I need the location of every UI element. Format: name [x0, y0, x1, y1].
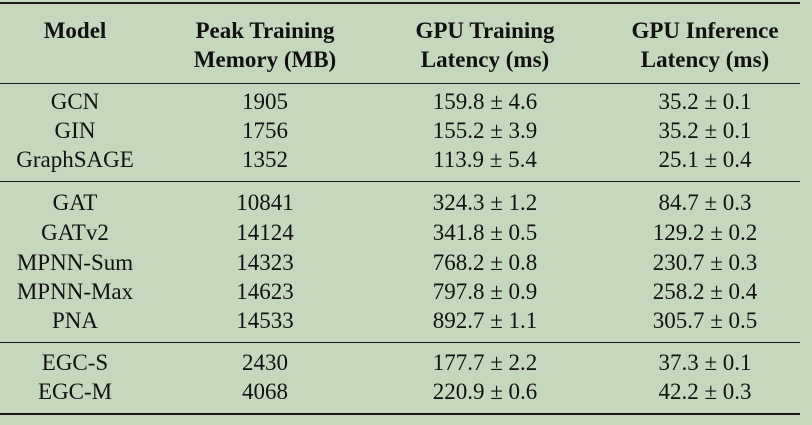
header-train-line2: Latency (ms): [420, 47, 550, 72]
cell-memory: 10841: [236, 190, 294, 215]
cell-infer: 37.3 ± 0.1: [658, 350, 752, 375]
cell-model: EGC-S: [41, 350, 109, 375]
top-rule: [0, 2, 800, 4]
cell-model: PNA: [51, 308, 98, 333]
cell-infer: 258.2 ± 0.4: [652, 279, 758, 304]
cell-model: EGC-M: [37, 379, 113, 404]
cell-model: MPNN-Max: [16, 279, 134, 304]
cell-model: GIN: [54, 118, 96, 143]
cell-model: GCN: [50, 89, 100, 114]
header-train-line1: GPU Training: [415, 18, 555, 43]
cell-model: GAT: [52, 190, 98, 215]
group-rule: [0, 342, 800, 344]
cell-train: 177.7 ± 2.2: [432, 350, 538, 375]
header-memory-line1: Peak Training: [195, 18, 335, 43]
cell-memory: 14533: [236, 308, 294, 333]
cell-infer: 42.2 ± 0.3: [658, 379, 752, 404]
cell-memory: 2430: [242, 350, 288, 375]
cell-memory: 14623: [236, 279, 294, 304]
cell-train: 155.2 ± 3.9: [432, 118, 538, 143]
cell-infer: 84.7 ± 0.3: [658, 190, 752, 215]
cell-memory: 1905: [242, 89, 288, 114]
header-rule: [0, 83, 800, 85]
header-infer-line2: Latency (ms): [640, 47, 770, 72]
header-memory-line2: Memory (MB): [193, 47, 337, 72]
bottom-rule: [0, 413, 800, 415]
header-model: Model: [43, 18, 107, 43]
cell-memory: 14124: [236, 220, 294, 245]
cell-train: 159.8 ± 4.6: [432, 89, 538, 114]
cell-infer: 35.2 ± 0.1: [658, 89, 752, 114]
cell-train: 220.9 ± 0.6: [432, 379, 538, 404]
cell-train: 797.8 ± 0.9: [432, 279, 538, 304]
cell-infer: 129.2 ± 0.2: [652, 220, 758, 245]
cell-train: 768.2 ± 0.8: [432, 250, 538, 275]
cell-infer: 305.7 ± 0.5: [652, 308, 758, 333]
group-rule: [0, 181, 800, 183]
cell-model: MPNN-Sum: [16, 250, 134, 275]
cell-memory: 1352: [242, 147, 288, 172]
cell-train: 324.3 ± 1.2: [432, 190, 538, 215]
header-infer-line1: GPU Inference: [631, 18, 779, 43]
cell-train: 113.9 ± 5.4: [433, 147, 537, 172]
cell-train: 892.7 ± 1.1: [432, 308, 538, 333]
cell-memory: 14323: [236, 250, 294, 275]
cell-infer: 25.1 ± 0.4: [658, 147, 752, 172]
cell-infer: 230.7 ± 0.3: [652, 250, 758, 275]
cell-train: 341.8 ± 0.5: [432, 220, 538, 245]
cell-memory: 4068: [242, 379, 288, 404]
cell-infer: 35.2 ± 0.1: [658, 118, 752, 143]
cell-memory: 1756: [242, 118, 288, 143]
cell-model: GATv2: [41, 220, 109, 245]
cell-model: GraphSAGE: [16, 147, 134, 172]
